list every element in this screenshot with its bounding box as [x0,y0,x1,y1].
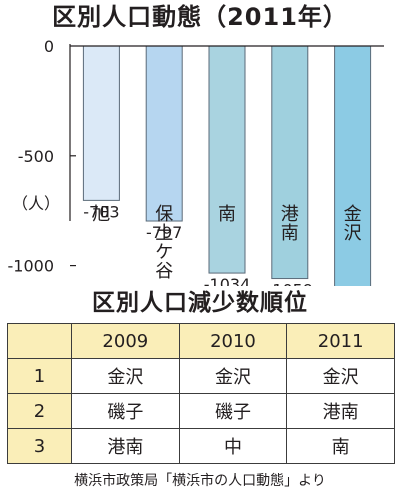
data-label: -1059 [267,281,314,286]
ward-cell: 磯子 [71,393,180,429]
rank-number: 1 [7,358,72,394]
data-label: -797 [146,223,182,242]
ranking-header-corner [7,323,72,359]
x-tick-label: 港南 [281,204,299,244]
bar [145,45,183,222]
bar [334,45,372,286]
bar [271,45,309,280]
ranking-header-year: 2010 [178,323,288,359]
bar-chart: -703旭-797保土ケ谷-1034南-1059港南-1174金沢0-500-1… [8,37,384,286]
x-tick-label: 保土ケ谷 [155,204,173,282]
x-tick-label: 旭 [92,204,110,225]
bar [208,45,246,274]
ward-cell: 港南 [71,428,180,464]
ranking-table: 2009 2010 2011 1 金沢 金沢 金沢 2 磯子 磯子 港南 3 港… [7,323,395,464]
ward-cell: 金沢 [178,358,288,394]
data-label: -1034 [204,275,251,286]
ranking-header-row: 2009 2010 2011 [7,323,395,359]
data-label: -703 [83,202,119,221]
ward-cell: 金沢 [286,358,395,394]
y-tick-label: -500 [18,147,54,166]
ranking-title: 区別人口減少数順位 [92,290,308,316]
bar [82,45,120,201]
ward-cell: 金沢 [71,358,180,394]
table-row: 3 港南 中 南 [7,428,395,464]
ward-cell: 磯子 [178,393,288,429]
rank-number: 2 [7,393,72,429]
ward-cell: 中 [178,428,288,464]
ward-cell: 港南 [286,393,395,429]
chart-title: 区別人口動態（2011年） [52,3,348,31]
table-row: 2 磯子 磯子 港南 [7,393,395,429]
ward-cell: 南 [286,428,395,464]
rank-number: 3 [7,428,72,464]
unit-label: （人） [12,194,60,213]
y-tick-label: -1000 [8,257,55,276]
table-row: 1 金沢 金沢 金沢 [7,358,395,394]
y-tick-label: 0 [44,37,54,56]
x-tick-label: 南 [218,204,236,225]
ranking-header-year: 2009 [71,323,180,359]
source-note: 横浜市政策局「横浜市の人口動態」より [74,473,326,489]
x-tick-label: 金沢 [344,204,362,244]
ranking-header-year: 2011 [286,323,395,359]
